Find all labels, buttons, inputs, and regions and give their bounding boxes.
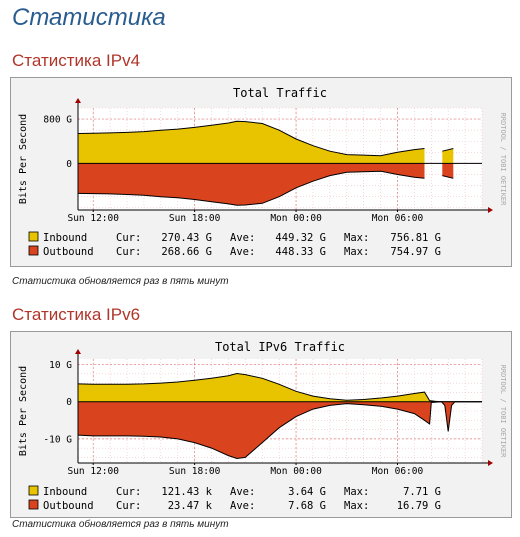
legend-ave-value: 449.32 G (275, 232, 326, 244)
x-tick-label: Sun 18:00 (169, 213, 221, 224)
rrdtool-credit: RRDTOOL / TOBI OETIKER (499, 365, 507, 459)
legend-swatch-outbound (28, 245, 39, 256)
legend-max-label: Max: (344, 500, 369, 512)
legend-name: Inbound (43, 232, 87, 244)
legend-ave-label: Ave: (230, 486, 255, 498)
y-axis-label: Bits Per Second (18, 114, 29, 204)
page-title: Статистика (12, 4, 166, 31)
section-title-ipv4: Статистика IPv4 (12, 51, 141, 70)
series-area-outbound (442, 163, 454, 179)
x-tick-label: Mon 00:00 (270, 213, 322, 224)
y-tick-label: 0 (66, 397, 72, 408)
legend-max-value: 756.81 G (390, 232, 441, 244)
legend-max-label: Max: (344, 486, 369, 498)
legend-swatch-outbound (28, 499, 39, 510)
legend-name: Outbound (43, 246, 94, 258)
x-tick-label: Mon 06:00 (372, 466, 424, 477)
y-tick-label: -10 G (43, 434, 72, 445)
legend-ave-value: 7.68 G (288, 500, 326, 512)
series-outline-inbound (442, 148, 454, 152)
series-area-inbound (442, 148, 454, 164)
y-tick-label: 800 G (43, 115, 72, 126)
chart-title: Total Traffic (233, 86, 327, 100)
legend-ave-label: Ave: (230, 232, 255, 244)
x-tick-label: Mon 00:00 (270, 466, 322, 477)
ipv4-chart: Total Traffic Bits Per Second RRDTOOL / TO… (18, 86, 507, 258)
series-outline-inbound (77, 120, 425, 157)
legend-cur-value: 23.47 k (168, 500, 213, 512)
chart-title: Total IPv6 Traffic (215, 340, 345, 354)
x-tick-label: Sun 12:00 (67, 466, 119, 477)
legend-name: Outbound (43, 500, 94, 512)
ipv6-traffic-graph: Total IPv6 Traffic Bits Per Second RRDTOOL… (10, 331, 512, 518)
series-outline-outbound (442, 175, 454, 179)
update-note-ipv4: Статистика обновляется раз в пять минут (12, 276, 229, 287)
x-tick-label: Sun 18:00 (169, 466, 221, 477)
legend-swatch-inbound (28, 485, 39, 496)
ipv6-chart: Total IPv6 Traffic Bits Per Second RRDTOOL… (18, 340, 507, 512)
legend-swatch-inbound (28, 231, 39, 242)
legend-ave-label: Ave: (230, 500, 255, 512)
legend-cur-value: 270.43 G (161, 232, 212, 244)
series-area-inbound (78, 373, 482, 402)
x-axis-arrow (488, 460, 493, 466)
legend-cur-value: 121.43 k (161, 486, 212, 498)
legend-ave-value: 448.33 G (275, 246, 326, 258)
legend-ave-value: 3.64 G (288, 486, 326, 498)
y-tick-label: 0 (66, 159, 72, 170)
ipv4-traffic-graph: Total Traffic Bits Per Second RRDTOOL / TO… (10, 77, 512, 267)
series-area-outbound (78, 401, 482, 459)
x-tick-label: Mon 06:00 (372, 213, 424, 224)
legend-cur-label: Cur: (116, 500, 141, 512)
legend-max-label: Max: (344, 232, 369, 244)
legend-max-value: 16.79 G (397, 500, 441, 512)
y-axis-arrow (75, 98, 81, 103)
legend-max-label: Max: (344, 246, 369, 258)
legend-cur-label: Cur: (116, 232, 141, 244)
y-axis-label: Bits Per Second (18, 366, 29, 456)
legend-max-value: 7.71 G (403, 486, 441, 498)
legend-name: Inbound (43, 486, 87, 498)
legend-ave-label: Ave: (230, 246, 255, 258)
legend-cur-value: 268.66 G (161, 246, 212, 258)
legend-cur-label: Cur: (116, 246, 141, 258)
rrdtool-credit: RRDTOOL / TOBI OETIKER (499, 113, 507, 207)
legend-cur-label: Cur: (116, 486, 141, 498)
section-title-ipv6: Статистика IPv6 (12, 305, 141, 324)
series-outline-inbound (77, 372, 482, 403)
legend-max-value: 754.97 G (390, 246, 441, 258)
series-outline-outbound (77, 170, 425, 206)
x-axis-arrow (488, 207, 493, 213)
y-axis-arrow (75, 349, 81, 354)
update-note-ipv6: Статистика обновляется раз в пять минут (12, 519, 229, 530)
x-tick-label: Sun 12:00 (67, 213, 119, 224)
y-tick-label: 10 G (49, 360, 72, 371)
